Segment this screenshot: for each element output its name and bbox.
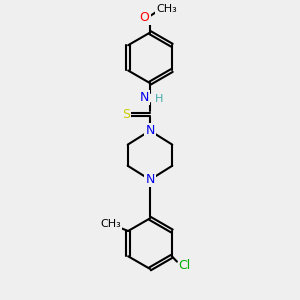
Text: Cl: Cl — [178, 259, 191, 272]
Text: CH₃: CH₃ — [101, 220, 122, 230]
Text: N: N — [145, 124, 155, 137]
Text: S: S — [122, 108, 130, 121]
Text: H: H — [155, 94, 164, 104]
Text: N: N — [140, 92, 149, 104]
Text: CH₃: CH₃ — [156, 4, 177, 14]
Text: O: O — [140, 11, 150, 24]
Text: N: N — [145, 173, 155, 186]
